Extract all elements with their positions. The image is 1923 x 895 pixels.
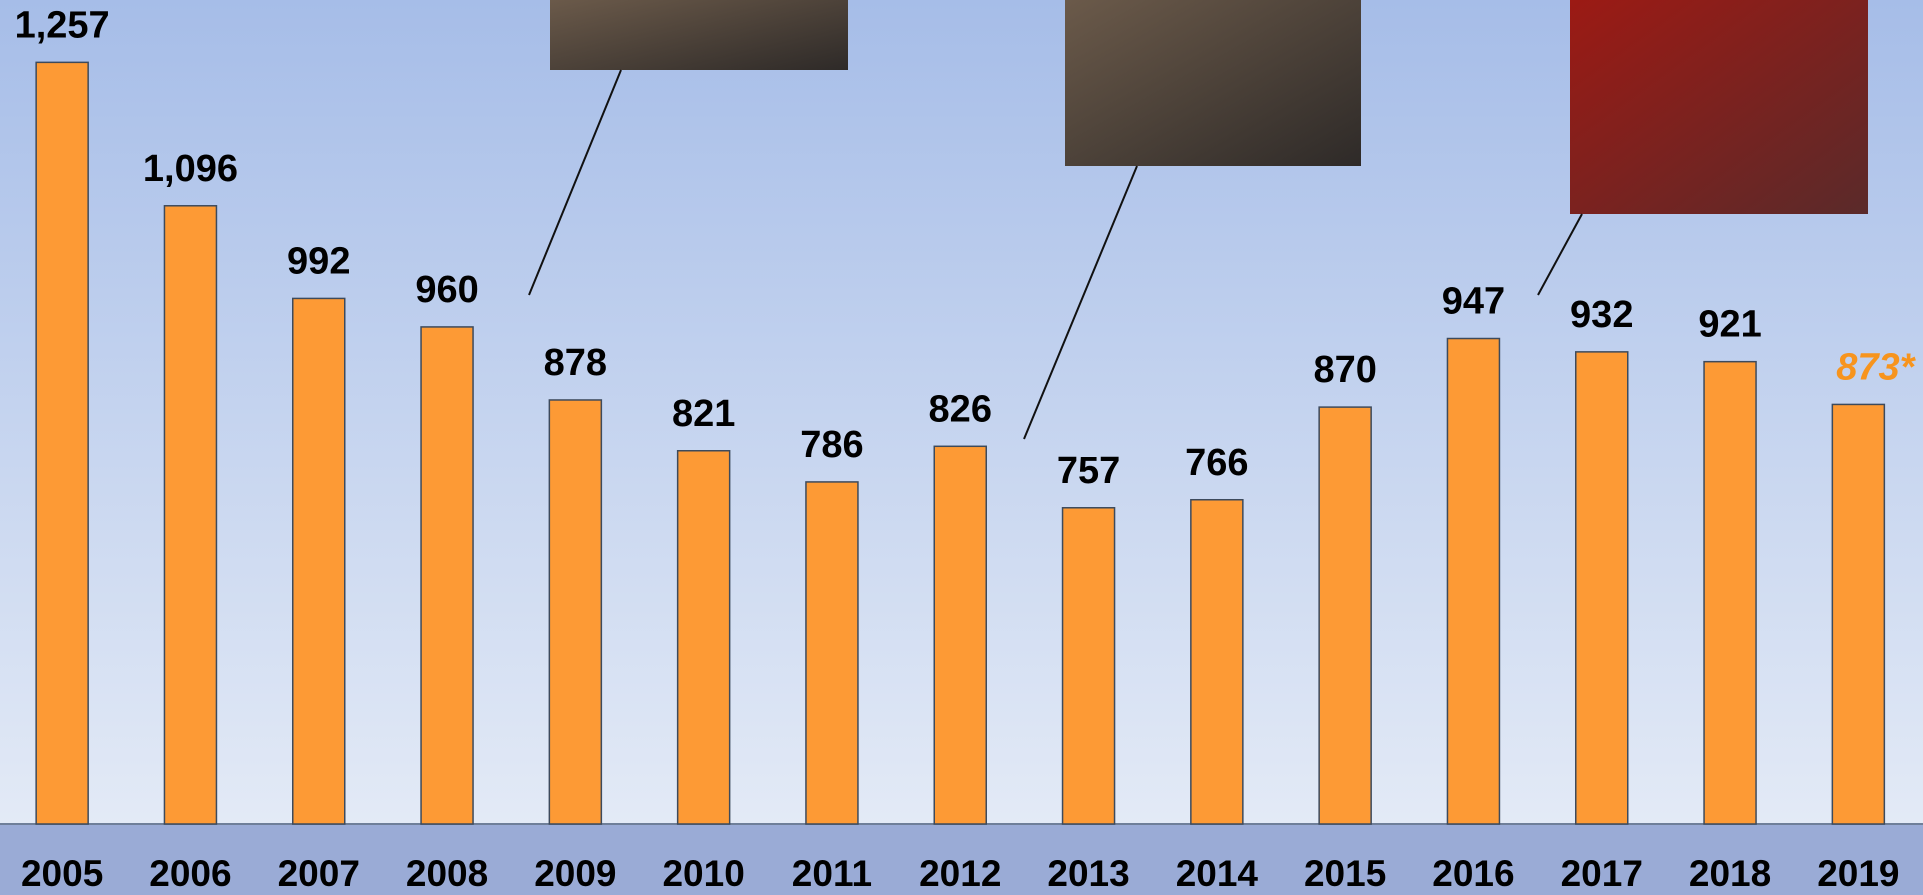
data-label: 932 [1570, 294, 1633, 336]
x-tick-label: 2011 [792, 853, 872, 894]
x-tick-label: 2019 [1817, 853, 1899, 894]
x-tick-label: 2010 [662, 853, 744, 894]
leader-line [1537, 213, 1583, 296]
data-label: 947 [1442, 281, 1505, 323]
axis-band [0, 824, 1923, 895]
data-label: 757 [1057, 450, 1120, 492]
x-tick-label: 2018 [1689, 853, 1771, 894]
bar [805, 481, 859, 825]
bar [1446, 337, 1501, 825]
x-tick-label: 2012 [919, 853, 1001, 894]
bar [1575, 351, 1629, 825]
x-tick-label: 2015 [1304, 853, 1386, 894]
data-label: 766 [1185, 442, 1248, 484]
data-label: 921 [1698, 304, 1761, 346]
photo [1570, 0, 1868, 214]
x-tick-label: 2017 [1561, 853, 1643, 894]
leader-line [528, 69, 622, 296]
data-label: 1,096 [143, 148, 238, 190]
data-label: 873* [1836, 346, 1916, 388]
bar [35, 61, 89, 825]
photo [1065, 0, 1361, 166]
bar [163, 205, 218, 825]
bar [1703, 360, 1757, 825]
x-tick-label: 2014 [1176, 853, 1259, 894]
bar [548, 399, 603, 825]
data-label: 826 [929, 388, 992, 430]
bar [292, 297, 346, 825]
bar [676, 450, 731, 825]
x-tick-label: 2005 [21, 853, 103, 894]
bar [1061, 507, 1116, 825]
x-tick-label: 2016 [1432, 853, 1514, 894]
bar [933, 445, 987, 825]
data-label: 1,257 [15, 4, 110, 46]
photo [550, 0, 848, 70]
data-label: 960 [415, 269, 478, 311]
data-label: 878 [544, 342, 607, 384]
bar [1831, 403, 1886, 825]
bar [420, 326, 474, 825]
x-tick-label: 2008 [406, 853, 488, 894]
data-label: 870 [1313, 349, 1376, 391]
leader-line [1023, 165, 1138, 440]
data-label: 992 [287, 240, 350, 282]
data-label: 786 [800, 424, 863, 466]
x-tick-label: 2006 [149, 853, 231, 894]
x-tick-label: 2013 [1047, 853, 1129, 894]
x-tick-label: 2007 [278, 853, 360, 894]
bar [1190, 498, 1244, 825]
x-tick-label: 2009 [534, 853, 616, 894]
bar [1318, 406, 1372, 825]
data-label: 821 [672, 393, 735, 435]
